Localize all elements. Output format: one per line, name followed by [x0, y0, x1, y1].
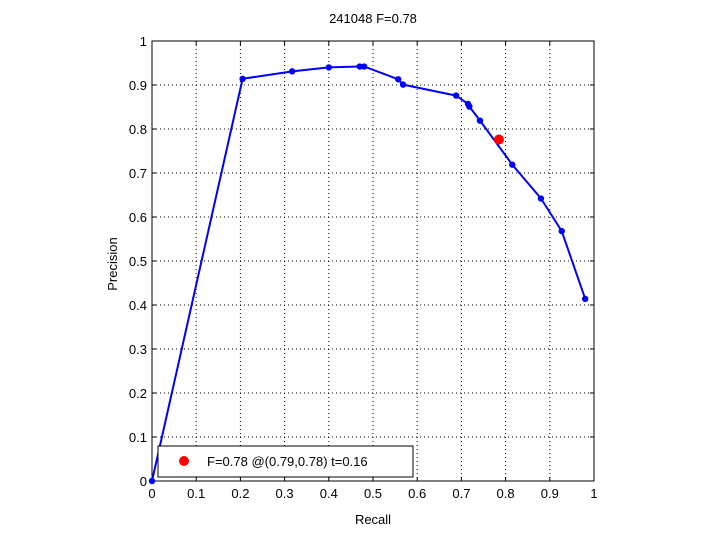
y-tick-label: 0.1 — [129, 430, 147, 445]
y-tick-label: 0.3 — [129, 342, 147, 357]
legend-marker — [179, 456, 189, 466]
series-line — [151, 65, 587, 482]
data-point — [360, 63, 368, 70]
best-point-layer — [493, 134, 504, 145]
data-point — [558, 227, 565, 235]
series-layer — [148, 63, 589, 485]
legend-box — [157, 445, 414, 478]
chart-title: 241048 F=0.78 — [329, 11, 417, 26]
data-point — [394, 76, 402, 83]
x-tick-label: 0.7 — [452, 486, 470, 501]
data-point — [239, 75, 246, 83]
data-point — [399, 81, 407, 88]
legend: F=0.78 @(0.79,0.78) t=0.16 — [157, 445, 414, 478]
y-axis-label: Precision — [105, 237, 120, 290]
x-tick-label: 1 — [590, 486, 597, 501]
best-f-point — [493, 134, 504, 145]
y-tick-label: 0.5 — [129, 254, 147, 269]
data-point — [452, 92, 460, 99]
x-tick-label: 0.8 — [497, 486, 515, 501]
x-tick-label: 0.3 — [276, 486, 294, 501]
y-tick-label: 0.4 — [129, 298, 147, 313]
data-point — [356, 63, 363, 70]
data-point — [148, 477, 156, 485]
data-point — [466, 103, 473, 110]
y-tick-label: 0.6 — [129, 210, 147, 225]
x-tick-label: 0.5 — [364, 486, 382, 501]
y-tick-label: 1 — [140, 34, 147, 49]
data-point — [476, 117, 484, 124]
y-tick-label: 0.2 — [129, 386, 147, 401]
data-point — [509, 161, 516, 168]
x-tick-label: 0.2 — [231, 486, 249, 501]
axis-ticks: 0 0.1 0.2 0.3 0.4 0.5 0.6 0.7 0.8 0.9 1 0 0.1 0.2 0.3 0… — [129, 34, 598, 501]
y-tick-label: 0.8 — [129, 122, 147, 137]
y-tick-label: 0 — [140, 474, 147, 489]
x-axis-label: Recall — [355, 512, 391, 527]
x-tick-label: 0.4 — [320, 486, 338, 501]
data-point — [581, 295, 589, 303]
x-tick-label: 0.9 — [541, 486, 559, 501]
y-tick-label: 0.7 — [129, 166, 147, 181]
legend-label: F=0.78 @(0.79,0.78) t=0.16 — [207, 454, 368, 469]
data-point — [325, 64, 332, 71]
y-tick-label: 0.9 — [129, 78, 147, 93]
x-tick-label: 0.1 — [187, 486, 205, 501]
data-point — [537, 195, 545, 202]
x-tick-label: 0 — [148, 486, 155, 501]
data-point — [288, 68, 296, 75]
x-tick-label: 0.6 — [408, 486, 426, 501]
